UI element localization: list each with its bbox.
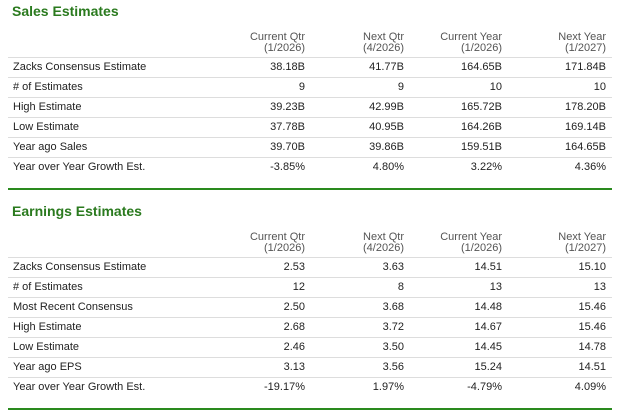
cell-value: 4.80% (372, 161, 404, 173)
column-header: Next Year (558, 231, 606, 243)
row-divider (8, 57, 612, 58)
column-period: (1/2026) (461, 42, 502, 54)
cell-value: 42.99B (369, 101, 404, 113)
column-header: Current Year (440, 231, 502, 243)
cell-value: -3.85% (270, 161, 305, 173)
column-period: (1/2026) (461, 242, 502, 254)
cell-value: 4.09% (574, 381, 606, 393)
row-label: Year ago EPS (13, 361, 82, 373)
row-divider (8, 257, 612, 258)
column-header: Current Qtr (249, 31, 305, 43)
row-divider (8, 157, 612, 158)
cell-value: 3.63 (382, 261, 404, 273)
cell-value: 39.23B (270, 101, 305, 113)
row-divider (8, 357, 612, 358)
section-title: Sales Estimates (12, 3, 119, 19)
row-divider (8, 117, 612, 118)
cell-value: 8 (397, 281, 404, 293)
cell-value: 14.51 (474, 261, 502, 273)
cell-value: 10 (593, 81, 606, 93)
cell-value: 3.68 (382, 301, 404, 313)
cell-value: 3.13 (283, 361, 305, 373)
cell-value: 178.20B (565, 101, 606, 113)
cell-value: 3.22% (470, 161, 502, 173)
cell-value: 13 (489, 281, 502, 293)
cell-value: 171.84B (565, 61, 606, 73)
cell-value: -19.17% (264, 381, 305, 393)
cell-value: 2.53 (283, 261, 305, 273)
cell-value: 14.51 (578, 361, 606, 373)
row-label: Zacks Consensus Estimate (13, 61, 147, 73)
cell-value: 2.68 (283, 321, 305, 333)
cell-value: 159.51B (461, 141, 502, 153)
section-divider (8, 188, 612, 190)
cell-value: 164.65B (565, 141, 606, 153)
cell-value: 14.78 (578, 341, 606, 353)
row-label: High Estimate (13, 321, 82, 333)
row-label: Most Recent Consensus (13, 301, 133, 313)
cell-value: 2.46 (283, 341, 305, 353)
column-period: (1/2026) (264, 42, 305, 54)
cell-value: 40.95B (369, 121, 404, 133)
cell-value: 164.65B (461, 61, 502, 73)
row-label: Year ago Sales (13, 141, 88, 153)
cell-value: -4.79% (467, 381, 502, 393)
column-period: (1/2027) (565, 242, 606, 254)
cell-value: 2.50 (283, 301, 305, 313)
section-divider (8, 408, 612, 410)
cell-value: 14.45 (474, 341, 502, 353)
row-label: Year over Year Growth Est. (13, 381, 146, 393)
column-header: Next Qtr (363, 31, 404, 43)
cell-value: 165.72B (461, 101, 502, 113)
row-divider (8, 297, 612, 298)
cell-value: 15.10 (578, 261, 606, 273)
row-label: High Estimate (13, 101, 82, 113)
cell-value: 164.26B (461, 121, 502, 133)
cell-value: 15.46 (578, 301, 606, 313)
column-period: (4/2026) (363, 42, 404, 54)
cell-value: 3.72 (382, 321, 404, 333)
cell-value: 3.50 (382, 341, 404, 353)
row-label: # of Estimates (13, 281, 83, 293)
cell-value: 37.78B (270, 121, 305, 133)
column-header: Next Qtr (363, 231, 404, 243)
row-label: Zacks Consensus Estimate (13, 261, 147, 273)
row-divider (8, 337, 612, 338)
cell-value: 4.36% (574, 161, 606, 173)
cell-value: 9 (298, 81, 305, 93)
column-period: (4/2026) (363, 242, 404, 254)
row-divider (8, 137, 612, 138)
cell-value: 41.77B (369, 61, 404, 73)
row-divider (8, 97, 612, 98)
row-label: Low Estimate (13, 121, 80, 133)
cell-value: 3.56 (382, 361, 404, 373)
cell-value: 15.46 (578, 321, 606, 333)
cell-value: 169.14B (565, 121, 606, 133)
cell-value: 14.48 (474, 301, 502, 313)
row-divider (8, 377, 612, 378)
cell-value: 38.18B (270, 61, 305, 73)
cell-value: 9 (397, 81, 404, 93)
row-label: # of Estimates (13, 81, 83, 93)
cell-value: 10 (489, 81, 502, 93)
cell-value: 13 (593, 281, 606, 293)
column-header: Next Year (558, 31, 606, 43)
row-label: Low Estimate (13, 341, 80, 353)
column-period: (1/2026) (264, 242, 305, 254)
cell-value: 1.97% (372, 381, 404, 393)
column-header: Current Year (440, 31, 502, 43)
cell-value: 14.67 (474, 321, 502, 333)
column-header: Current Qtr (249, 231, 305, 243)
cell-value: 39.70B (270, 141, 305, 153)
cell-value: 15.24 (474, 361, 502, 373)
row-label: Year over Year Growth Est. (13, 161, 146, 173)
row-divider (8, 77, 612, 78)
row-divider (8, 277, 612, 278)
cell-value: 12 (292, 281, 305, 293)
section-title: Earnings Estimates (12, 203, 142, 219)
column-period: (1/2027) (565, 42, 606, 54)
cell-value: 39.86B (369, 141, 404, 153)
row-divider (8, 317, 612, 318)
